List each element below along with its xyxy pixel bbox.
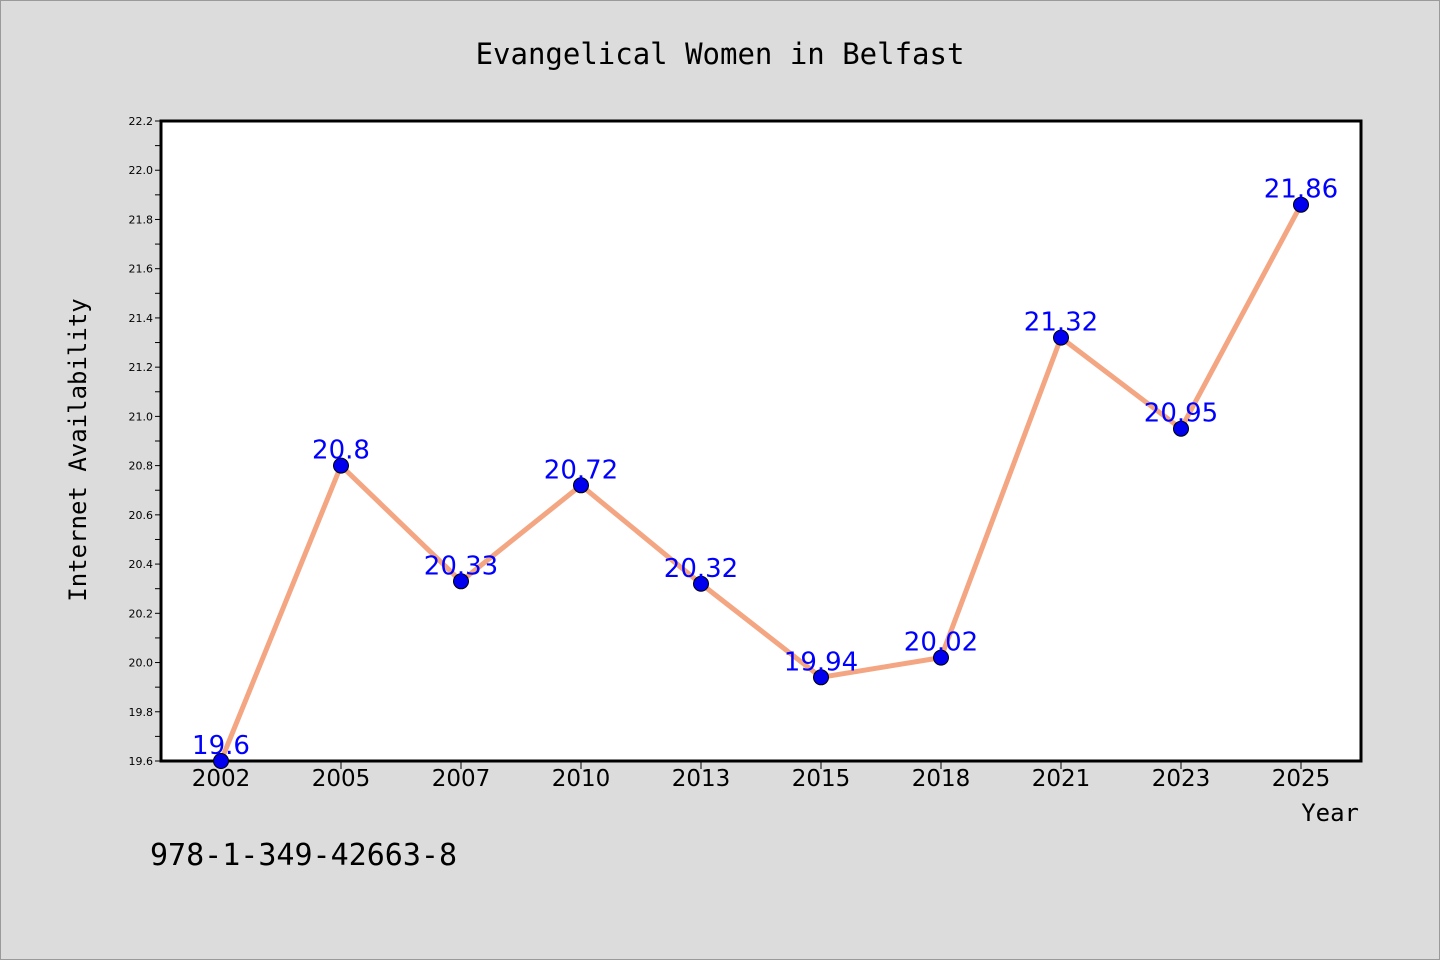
y-tick-label: 20.6 [129,509,154,522]
y-tick-label: 21.8 [129,213,154,226]
y-tick-label: 19.6 [129,755,154,768]
data-point [453,573,469,590]
x-tick-label: 2013 [672,766,731,792]
series-line [218,202,1304,764]
data-label: 20.32 [664,554,738,584]
x-tick-label: 2023 [1152,766,1211,792]
data-label: 20.8 [312,436,370,466]
y-tick-label: 20.2 [129,607,154,620]
y-tick-label: 21.2 [129,361,154,374]
y-tick-label: 21.4 [129,312,154,325]
data-label: 21.32 [1024,308,1098,338]
data-point [693,575,709,592]
data-label: 20.33 [424,551,498,581]
x-tick-label: 2021 [1032,766,1091,792]
data-label-layer: 19.6 20.8 20.33 20.72 20.32 19.94 20.02 21.32 20… [192,175,1338,761]
y-tick-label: 22.2 [129,115,154,128]
data-point [813,669,829,686]
chart-title: Evangelical Women in Belfast [476,37,965,71]
data-point [933,649,949,666]
x-tick-label: 2015 [792,766,851,792]
isbn-text: 978-1-349-42663-8 [150,838,457,873]
data-point [1173,420,1189,437]
y-tick-label: 21.0 [129,410,154,423]
x-axis-label: Year [1301,799,1359,827]
x-axis: 2002 2005 2007 2010 2013 2015 2018 2021 2023 2025 [192,761,1331,792]
data-point [1053,329,1069,346]
x-tick-label: 2007 [432,766,491,792]
data-label: 20.02 [904,628,978,658]
data-label: 19.6 [192,731,250,761]
x-tick-label: 2005 [312,766,371,792]
y-tick-label: 20.8 [129,460,154,473]
data-label: 20.72 [544,455,618,485]
x-tick-label: 2025 [1272,766,1331,792]
y-tick-label: 21.6 [129,263,154,276]
y-axis: 19.6 19.8 20.0 20.2 20.4 20.6 20.8 21.0 21.2 21.4… [129,115,161,768]
x-tick-label: 2010 [552,766,611,792]
y-tick-label: 20.4 [129,558,154,571]
y-tick-label: 19.8 [129,706,154,719]
plot-area [159,119,1363,763]
data-point [213,753,229,769]
data-label: 20.95 [1144,399,1218,429]
series-layer [213,196,1309,769]
data-point [573,477,589,494]
data-label: 21.86 [1264,175,1338,205]
data-label: 19.94 [784,647,858,677]
data-point [333,457,349,474]
y-tick-label: 20.0 [129,657,154,670]
x-tick-label: 2002 [192,766,251,792]
y-tick-label: 22.0 [129,164,154,177]
x-tick-label: 2018 [912,766,971,792]
y-axis-label: Internet Availability [64,298,92,601]
data-point [1293,196,1309,213]
